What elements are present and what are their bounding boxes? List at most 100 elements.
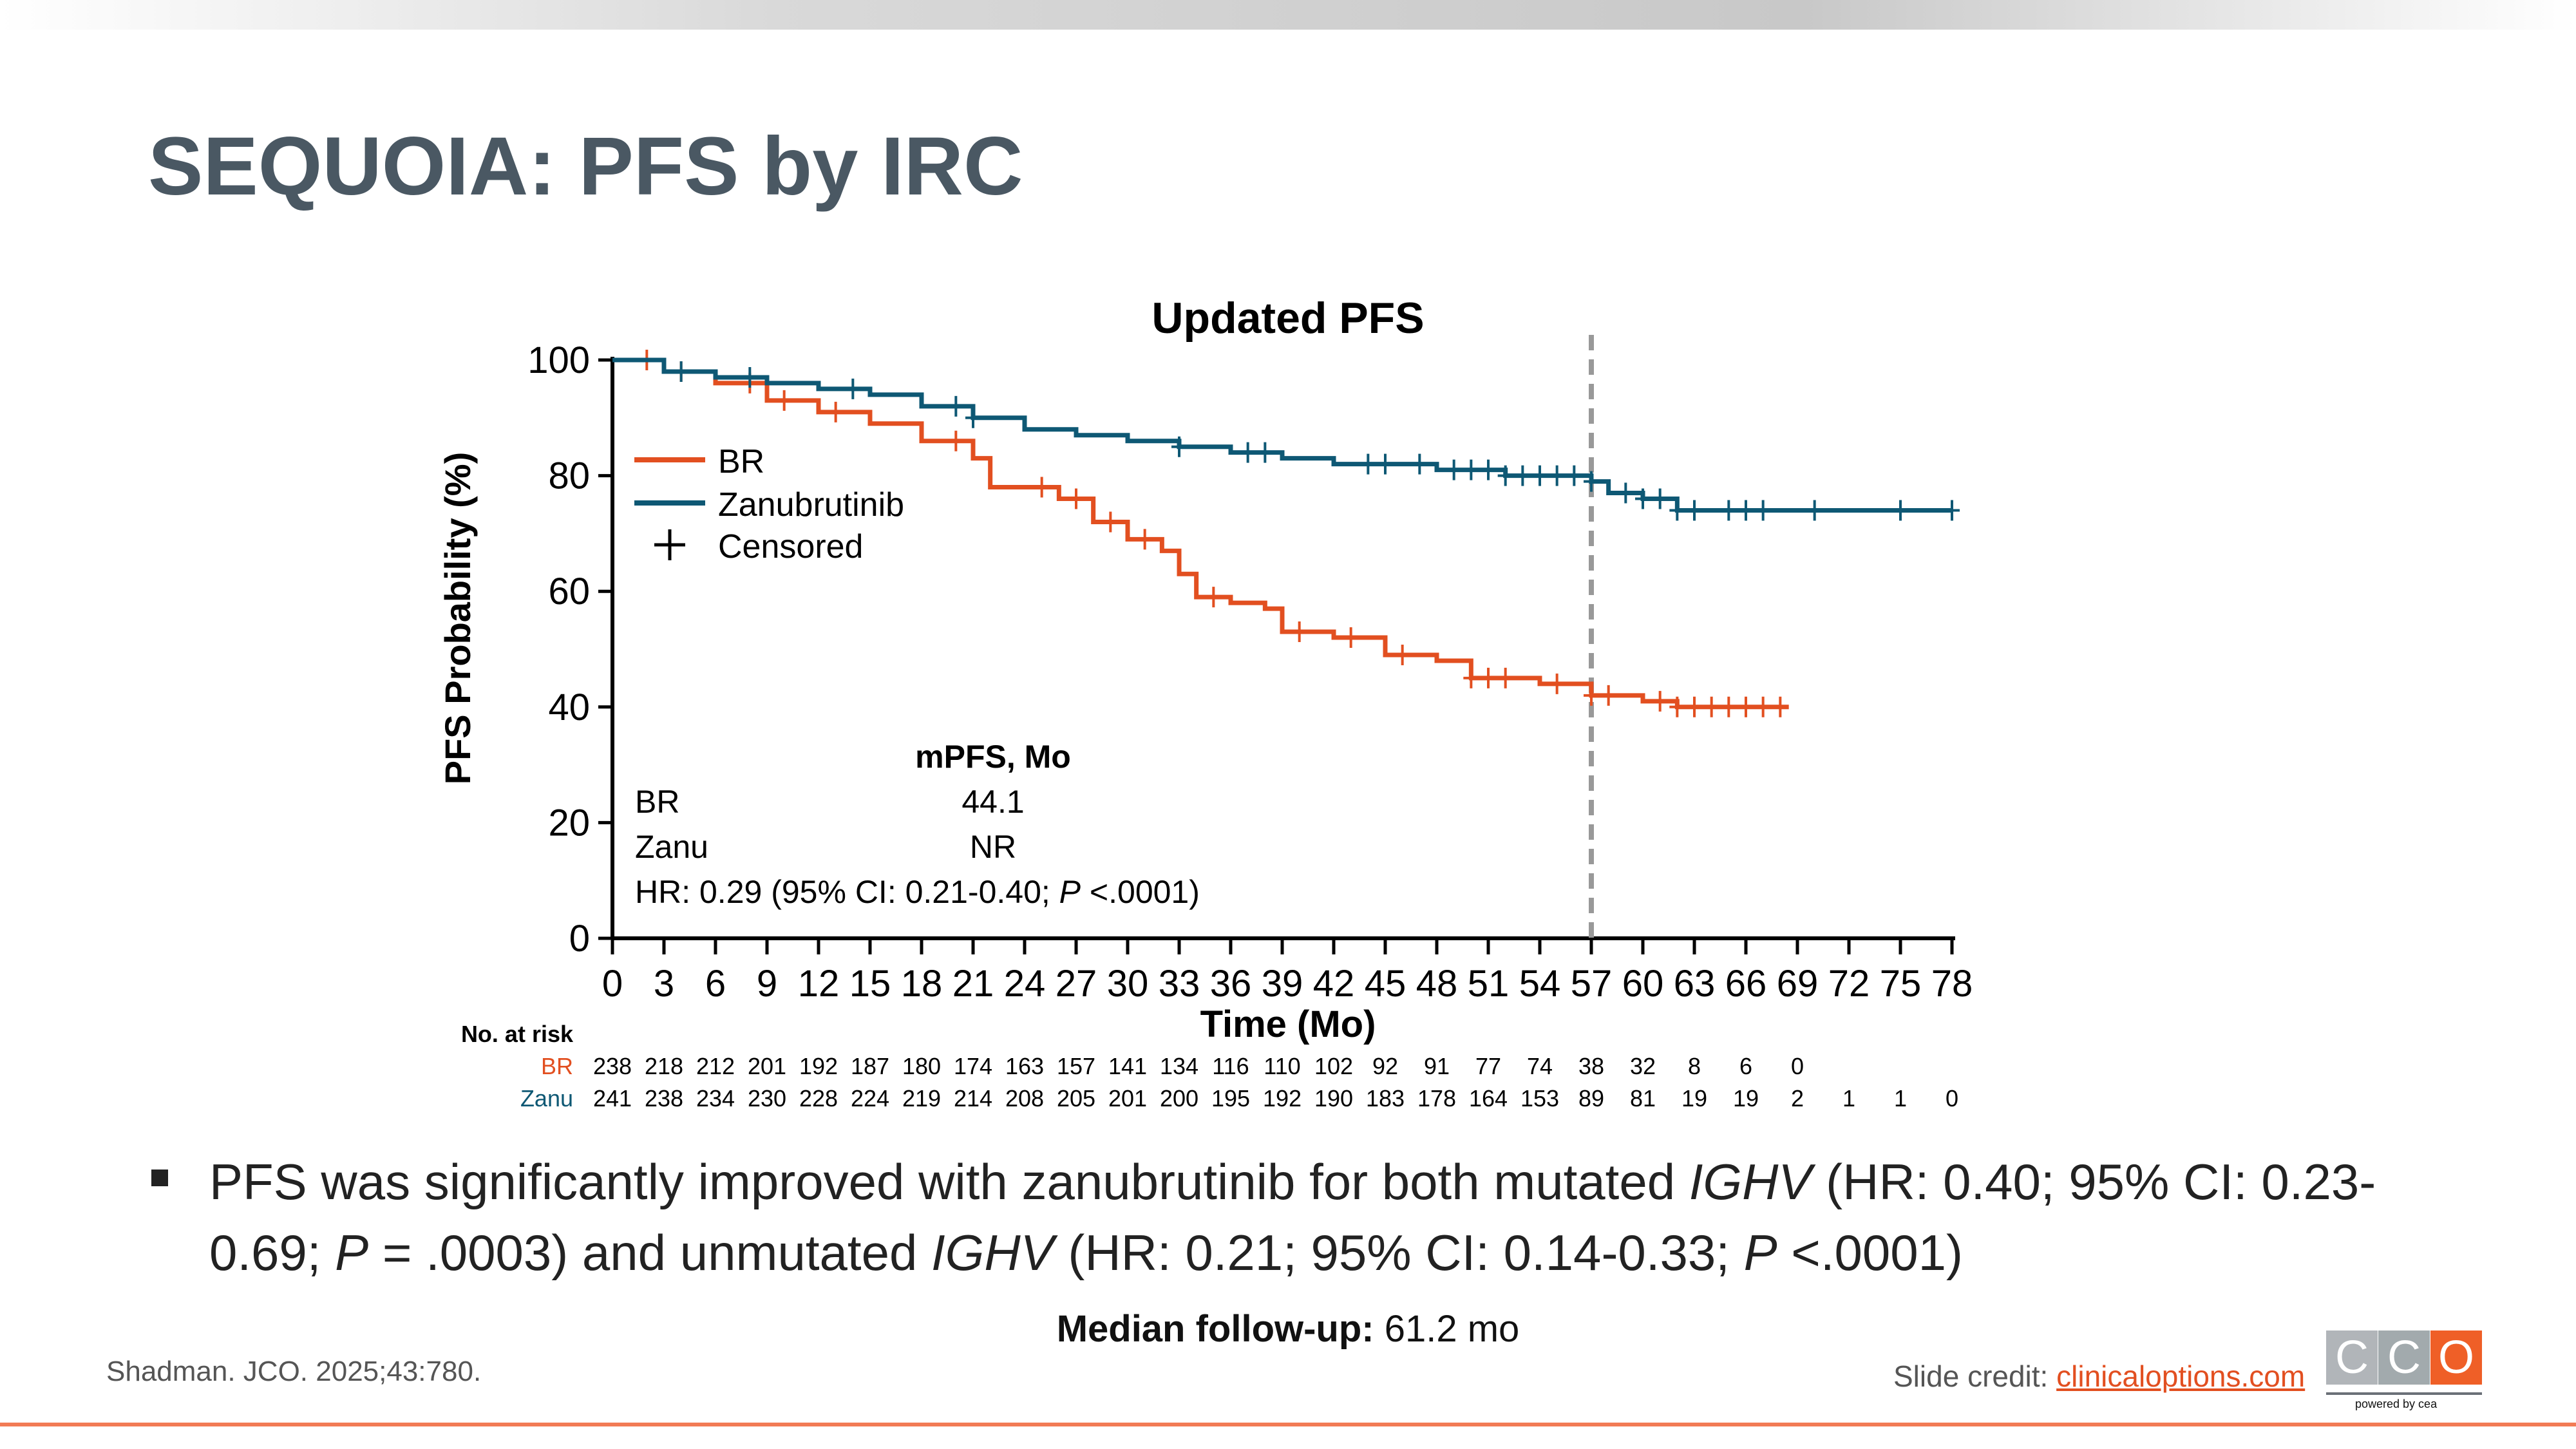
y-tick-label: 100 xyxy=(527,339,590,381)
at-risk-value: 228 xyxy=(799,1085,838,1112)
mpfs-row-label: Zanu xyxy=(635,829,708,865)
censor-mark xyxy=(1618,482,1634,504)
censor-mark xyxy=(1463,667,1479,688)
at-risk-value: 77 xyxy=(1475,1053,1501,1079)
median-followup: Median follow-up: 61.2 mo xyxy=(1056,1308,1520,1350)
censor-mark xyxy=(1652,690,1668,712)
censor-mark xyxy=(1721,696,1737,717)
at-risk-value: 195 xyxy=(1211,1085,1250,1112)
at-risk-value: 183 xyxy=(1366,1085,1405,1112)
censor-mark xyxy=(1378,453,1393,475)
at-risk-value: 214 xyxy=(954,1085,992,1112)
censor-mark xyxy=(1549,465,1565,486)
at-risk-value: 164 xyxy=(1469,1085,1508,1112)
at-risk-value: 201 xyxy=(748,1053,786,1079)
x-tick-label: 78 xyxy=(1931,963,1973,1005)
y-tick-label: 80 xyxy=(548,455,590,497)
top-gradient-bar xyxy=(0,0,2576,30)
bottom-rule xyxy=(0,1423,2576,1426)
at-risk-value: 0 xyxy=(1946,1085,1958,1112)
censor-mark xyxy=(1755,500,1771,521)
censor-mark xyxy=(1137,529,1153,550)
censor-mark xyxy=(828,401,844,422)
censor-mark xyxy=(1652,488,1668,509)
censor-mark xyxy=(1206,587,1222,608)
at-risk-value: 218 xyxy=(645,1053,683,1079)
y-axis-label: PFS Probability (%) xyxy=(437,452,478,785)
censor-mark xyxy=(1566,465,1582,486)
censor-mark xyxy=(1068,488,1084,509)
censor-mark xyxy=(1532,465,1548,486)
censor-mark xyxy=(1291,621,1307,643)
at-risk-value: 102 xyxy=(1314,1053,1353,1079)
x-tick-label: 75 xyxy=(1880,963,1922,1005)
citation: Shadman. JCO. 2025;43:780. xyxy=(106,1356,482,1387)
at-risk-value: 219 xyxy=(902,1085,941,1112)
x-axis-label: Time (Mo) xyxy=(1200,1003,1376,1045)
censor-mark xyxy=(673,361,689,382)
at-risk-value: 174 xyxy=(954,1053,992,1079)
x-tick-label: 12 xyxy=(798,963,840,1005)
legend-label: BR xyxy=(718,443,764,480)
censor-mark xyxy=(1171,436,1187,457)
bullet-square-icon xyxy=(151,1170,168,1186)
mpfs-row-label: BR xyxy=(635,784,679,820)
hazard-ratio: HR: 0.29 (95% CI: 0.21-0.40; P <.0001) xyxy=(635,874,1200,910)
x-tick-label: 66 xyxy=(1725,963,1767,1005)
censor-mark xyxy=(1481,667,1496,688)
slide-credit: Slide credit: clinicaloptions.com xyxy=(1893,1359,2306,1393)
at-risk-value: 19 xyxy=(1681,1085,1707,1112)
censor-mark xyxy=(1360,453,1376,475)
censored-icon xyxy=(654,529,685,560)
at-risk-value: 201 xyxy=(1108,1085,1147,1112)
censor-mark xyxy=(1515,465,1531,486)
at-risk-value: 224 xyxy=(851,1085,889,1112)
at-risk-value: 32 xyxy=(1630,1053,1656,1079)
censor-mark xyxy=(1687,500,1702,521)
censor-mark xyxy=(1669,500,1685,521)
at-risk-value: 157 xyxy=(1057,1053,1095,1079)
censor-mark xyxy=(1669,696,1685,717)
x-tick-label: 0 xyxy=(602,963,623,1005)
at-risk-value: 212 xyxy=(696,1053,735,1079)
mpfs-row-value: 44.1 xyxy=(961,784,1024,820)
credit-link[interactable]: clinicaloptions.com xyxy=(2056,1359,2306,1393)
at-risk-value: 110 xyxy=(1264,1053,1300,1079)
y-tick-label: 0 xyxy=(569,918,590,960)
x-tick-label: 30 xyxy=(1107,963,1149,1005)
x-tick-label: 18 xyxy=(901,963,943,1005)
at-risk-value: 1 xyxy=(1842,1085,1855,1112)
x-tick-label: 51 xyxy=(1468,963,1510,1005)
at-risk-value: 234 xyxy=(696,1085,735,1112)
x-tick-label: 45 xyxy=(1365,963,1406,1005)
at-risk-value: 92 xyxy=(1372,1053,1398,1079)
at-risk-label: No. at risk xyxy=(461,1021,574,1047)
x-tick-label: 69 xyxy=(1777,963,1819,1005)
y-tick-label: 40 xyxy=(548,687,590,728)
at-risk-value: 6 xyxy=(1739,1053,1752,1079)
at-risk-value: 238 xyxy=(645,1085,683,1112)
censor-mark xyxy=(1635,488,1651,509)
censor-mark xyxy=(1343,627,1359,649)
x-tick-label: 60 xyxy=(1622,963,1664,1005)
x-tick-label: 72 xyxy=(1828,963,1870,1005)
censor-mark xyxy=(1446,459,1462,480)
censor-mark xyxy=(1584,685,1599,706)
censor-mark xyxy=(1034,477,1050,498)
x-tick-label: 6 xyxy=(705,963,726,1005)
censor-mark xyxy=(948,430,964,451)
x-tick-label: 27 xyxy=(1056,963,1097,1005)
x-tick-label: 48 xyxy=(1416,963,1458,1005)
at-risk-value: 153 xyxy=(1520,1085,1559,1112)
censor-mark xyxy=(1755,696,1771,717)
at-risk-value: 116 xyxy=(1212,1053,1249,1079)
censor-mark xyxy=(742,366,758,388)
at-risk-value: 187 xyxy=(851,1053,889,1079)
y-tick-label: 20 xyxy=(548,802,590,844)
at-risk-value: 178 xyxy=(1417,1085,1456,1112)
at-risk-value: 241 xyxy=(593,1085,632,1112)
legend-label: Zanubrutinib xyxy=(718,486,904,524)
censor-mark xyxy=(1549,673,1565,694)
at-risk-row-label: BR xyxy=(541,1053,573,1079)
